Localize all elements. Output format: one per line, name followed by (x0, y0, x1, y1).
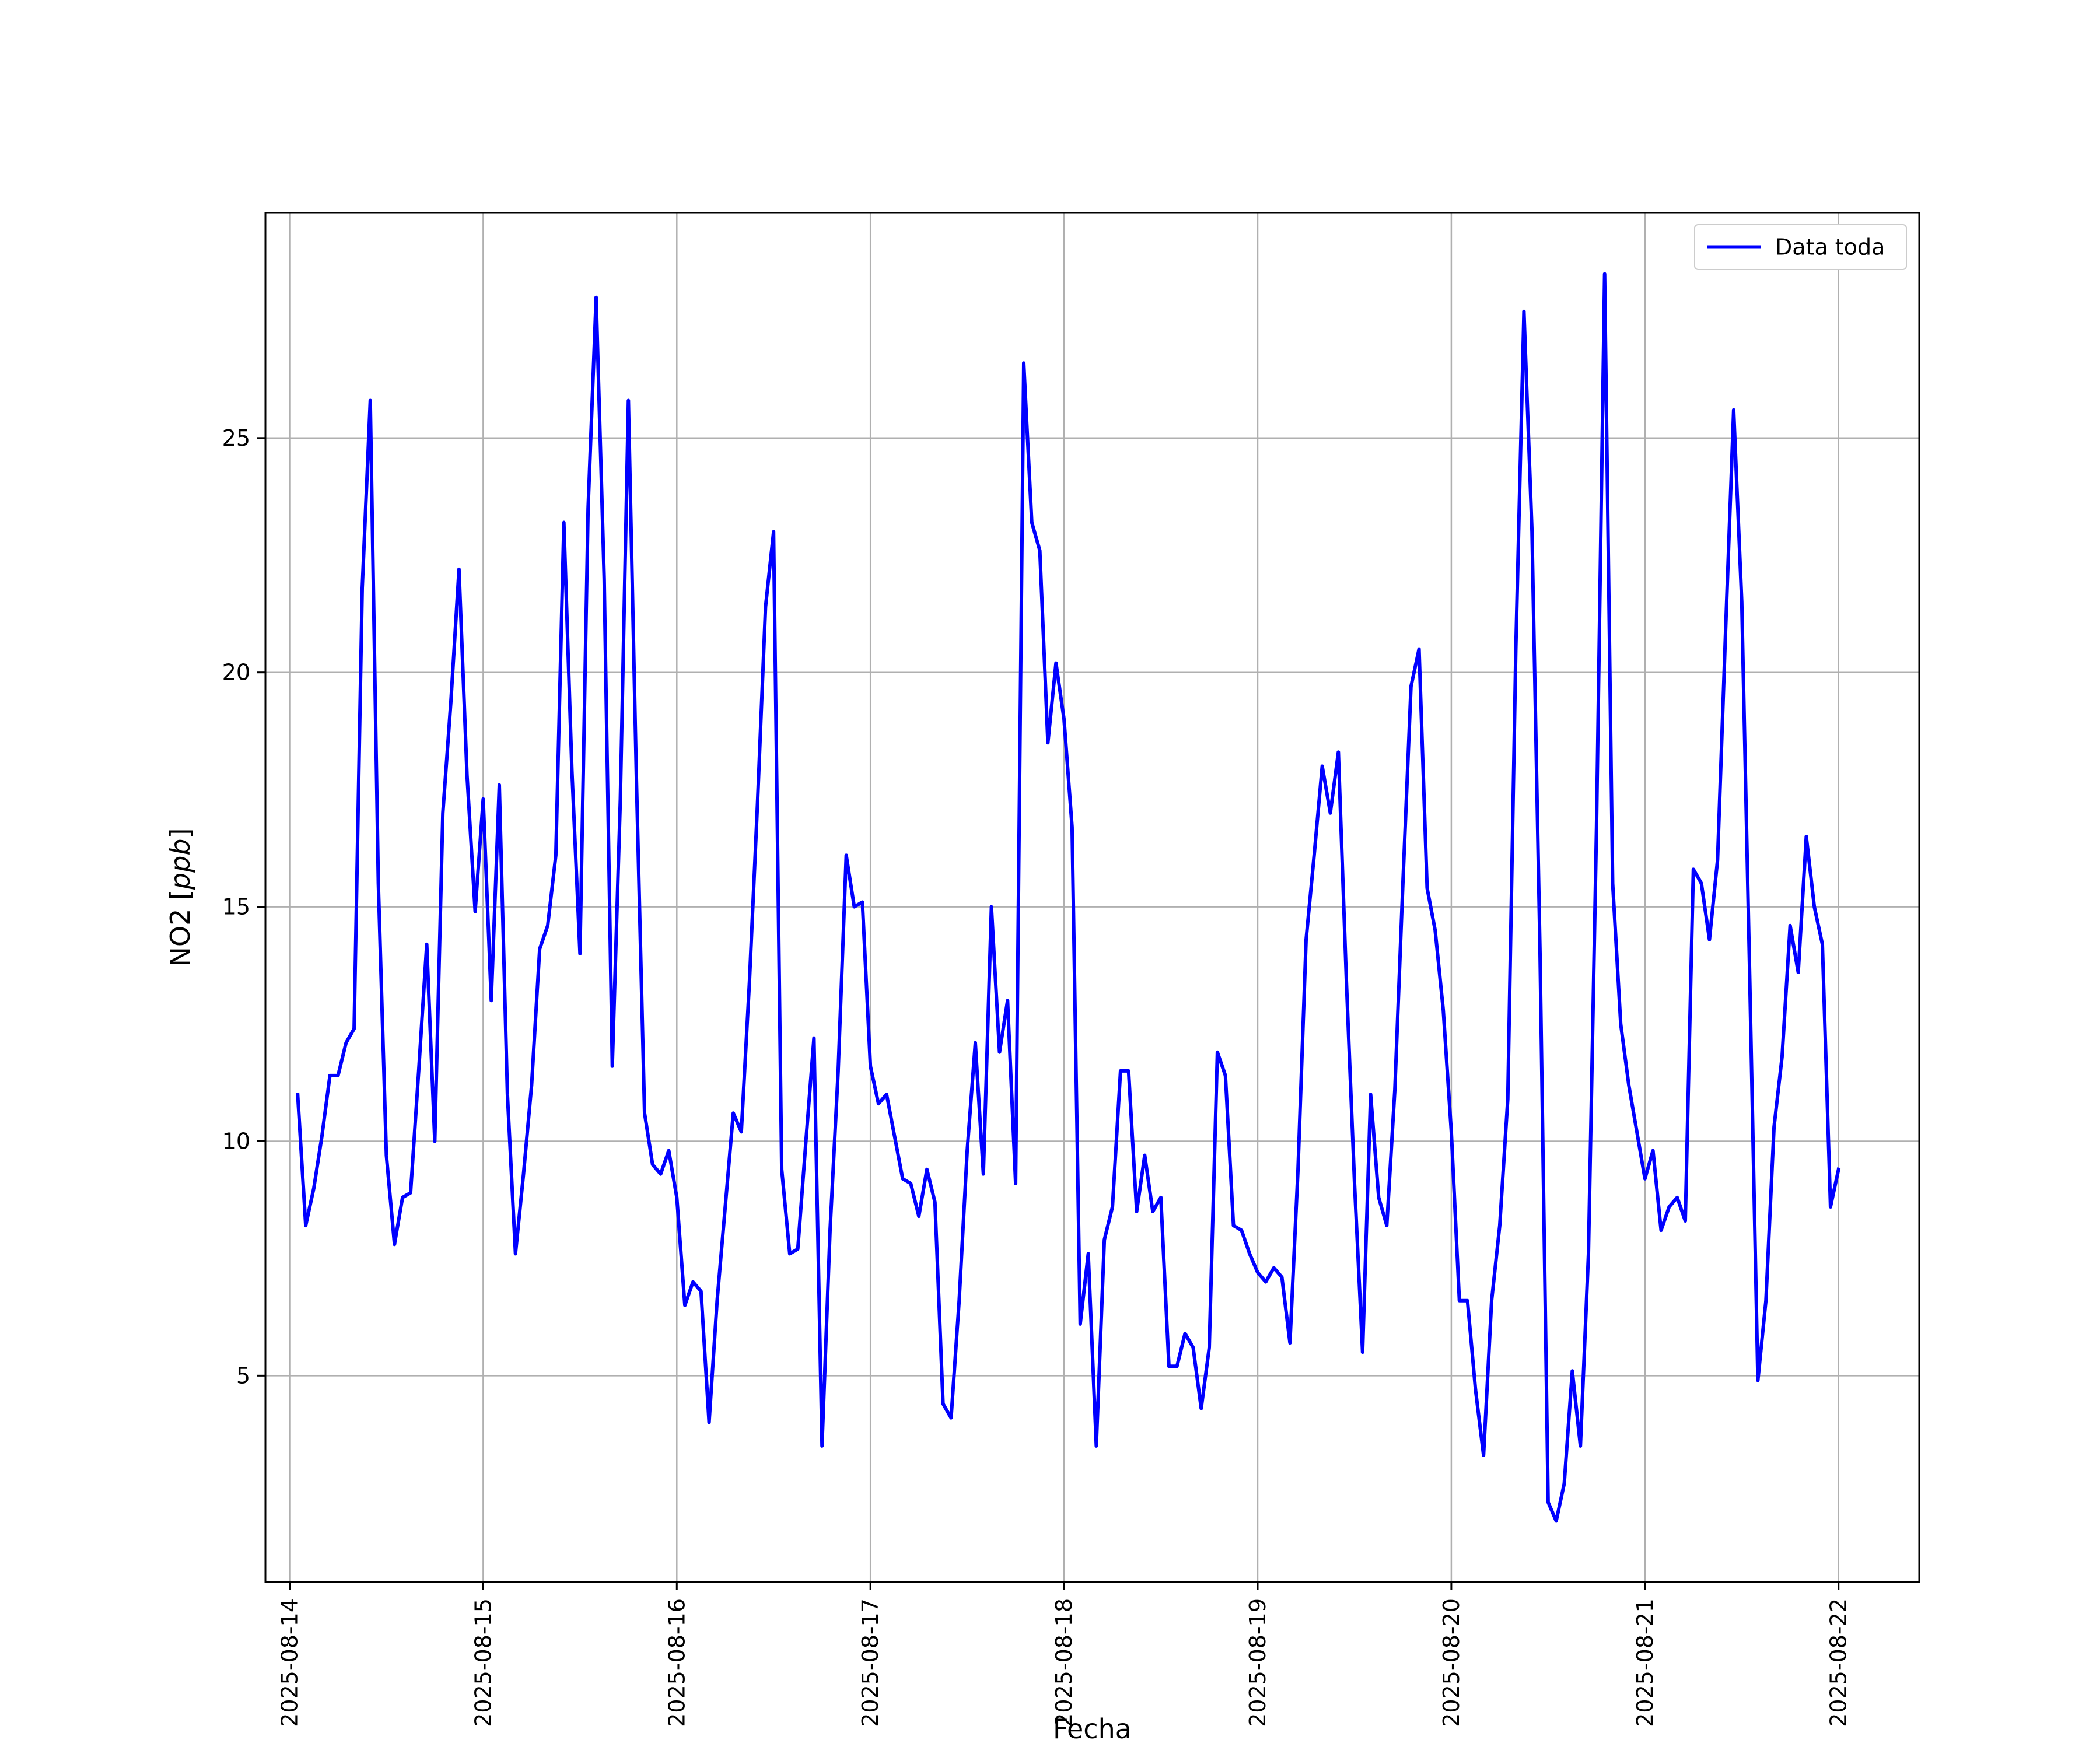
legend-box (1694, 224, 1907, 270)
y-axis-label-name: NO2 [ (164, 890, 196, 967)
x-tick-label: 2025-08-18 (1051, 1598, 1077, 1727)
series-line-data-toda (296, 272, 1841, 1523)
y-tick-label: 20 (222, 660, 250, 685)
x-axis-label: Fecha (1053, 1713, 1132, 1745)
axis-ticks: 5 10 15 20 25 2025-08-14 2025-08-15 2025-08-16 2… (222, 425, 1852, 1727)
x-tick-label: 2025-08-20 (1438, 1598, 1464, 1727)
legend-label: Data toda (1775, 235, 1885, 260)
y-axis-label-unit: ppb (164, 838, 196, 890)
y-axis-label: NO2 [ppb] (164, 828, 196, 967)
x-tick-label: 2025-08-14 (276, 1598, 302, 1727)
x-tick-label: 2025-08-21 (1632, 1598, 1658, 1727)
y-tick-label: 5 (236, 1363, 250, 1388)
plot-frame (264, 212, 1920, 1583)
data-series (296, 272, 1841, 1523)
legend: Data toda (1694, 224, 1907, 270)
x-tick-label: 2025-08-15 (470, 1598, 496, 1727)
y-tick-label: 25 (222, 425, 250, 451)
x-tick-label: 2025-08-17 (858, 1598, 883, 1727)
x-tick-label: 2025-08-19 (1245, 1598, 1270, 1727)
y-tick-label: 15 (222, 894, 250, 920)
y-tick-label: 10 (222, 1128, 250, 1154)
x-tick-label: 2025-08-22 (1826, 1598, 1852, 1727)
x-tick-label: 2025-08-16 (664, 1598, 690, 1727)
axis-labels: Fecha NO2 [ppb] (164, 828, 1132, 1745)
y-axis-label-close: ] (164, 828, 196, 838)
